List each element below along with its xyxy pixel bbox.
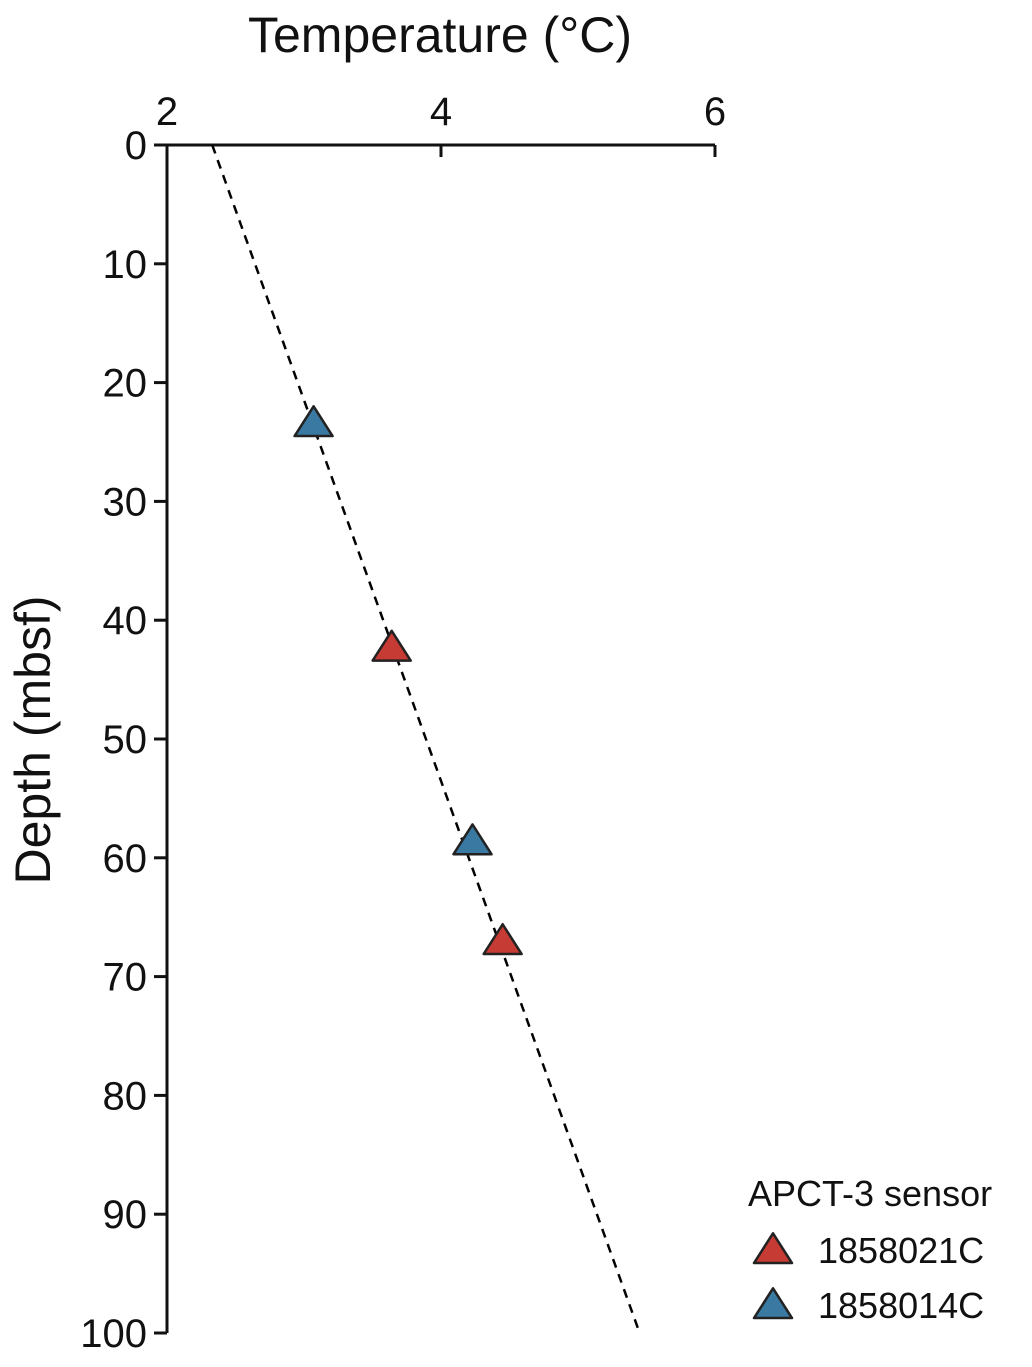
y-tick-label: 0 [125, 124, 147, 168]
data-point-1858021C [482, 922, 523, 956]
y-tick-label: 80 [103, 1074, 148, 1118]
x-tick-label: 4 [430, 90, 452, 134]
legend-label-1858021C: 1858021C [818, 1230, 984, 1271]
y-tick-label: 70 [103, 956, 148, 1000]
y-tick-label: 50 [103, 718, 148, 762]
y-tick-label: 30 [103, 480, 148, 524]
x-tick-label: 6 [704, 90, 726, 134]
y-axis-title: Depth (mbsf) [5, 596, 61, 885]
y-tick-label: 40 [103, 599, 148, 643]
y-tick-label: 90 [103, 1193, 148, 1237]
legend-label-1858014C: 1858014C [818, 1285, 984, 1326]
y-tick-label: 20 [103, 362, 148, 406]
data-point-1858021C [371, 629, 412, 662]
y-tick-label: 60 [103, 837, 148, 881]
data-point-1858014C [452, 823, 493, 856]
legend: APCT-3 sensor 1858021C 1858014C [748, 1173, 992, 1326]
x-axis-title: Temperature (°C) [248, 7, 632, 63]
data-points [293, 405, 523, 956]
fit-line-group [211, 144, 641, 1334]
legend-marker-1858021C [752, 1232, 794, 1265]
legend-marker-1858014C [752, 1287, 794, 1320]
legend-title: APCT-3 sensor [748, 1173, 992, 1214]
y-tick-label: 10 [103, 243, 148, 287]
y-tick-label: 100 [80, 1312, 147, 1356]
fit-line [211, 144, 641, 1334]
x-tick-label: 2 [156, 90, 178, 134]
data-point-1858014C [293, 405, 334, 438]
